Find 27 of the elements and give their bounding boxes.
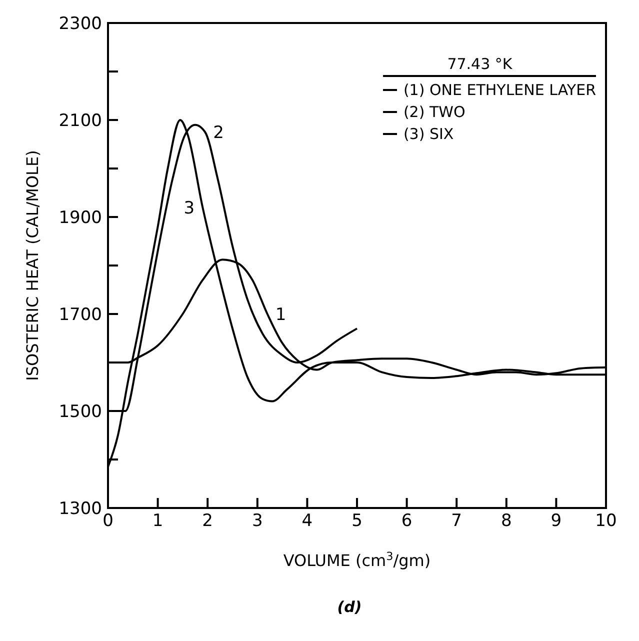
x-tick-label: 1 [152, 511, 164, 532]
x-tick-label: 10 [595, 511, 617, 532]
y-tick-label: 2100 [58, 111, 102, 132]
legend-label: (2) TWO [403, 102, 466, 123]
y-tick-label: 1900 [58, 208, 102, 228]
annotation: 3 [184, 198, 195, 218]
legend-title: 77.43 °K [383, 53, 596, 77]
y-tick-label: 1300 [58, 499, 102, 520]
x-tick-label: 9 [550, 511, 562, 532]
annotation: 2 [213, 123, 224, 144]
x-tick-label: 2 [202, 511, 214, 532]
x-tick-label: 6 [401, 511, 412, 532]
x-axis-title: VOLUME (cm$^{3}$/gm) [283, 550, 431, 570]
y-tick-label: 1700 [58, 305, 102, 326]
legend-label: (3) SIX [403, 124, 454, 145]
x-tick-label: 8 [500, 511, 512, 532]
text: (d) [336, 598, 363, 616]
annotation: 1 [275, 305, 286, 326]
x-tick-label: 3 [252, 511, 263, 532]
y-axis-title: ISOSTERIC HEAT (CAL/MOLE) [23, 150, 42, 381]
x-tick-label: 0 [102, 511, 114, 532]
y-tick-label: 2300 [58, 14, 102, 34]
x-tick-label: 4 [302, 511, 313, 532]
y-tick-label: 1500 [58, 402, 102, 422]
legend-label: (1) ONE ETHYLENE LAYER [403, 80, 596, 101]
x-tick-label: 7 [451, 511, 462, 532]
x-tick-label: 5 [352, 511, 362, 532]
